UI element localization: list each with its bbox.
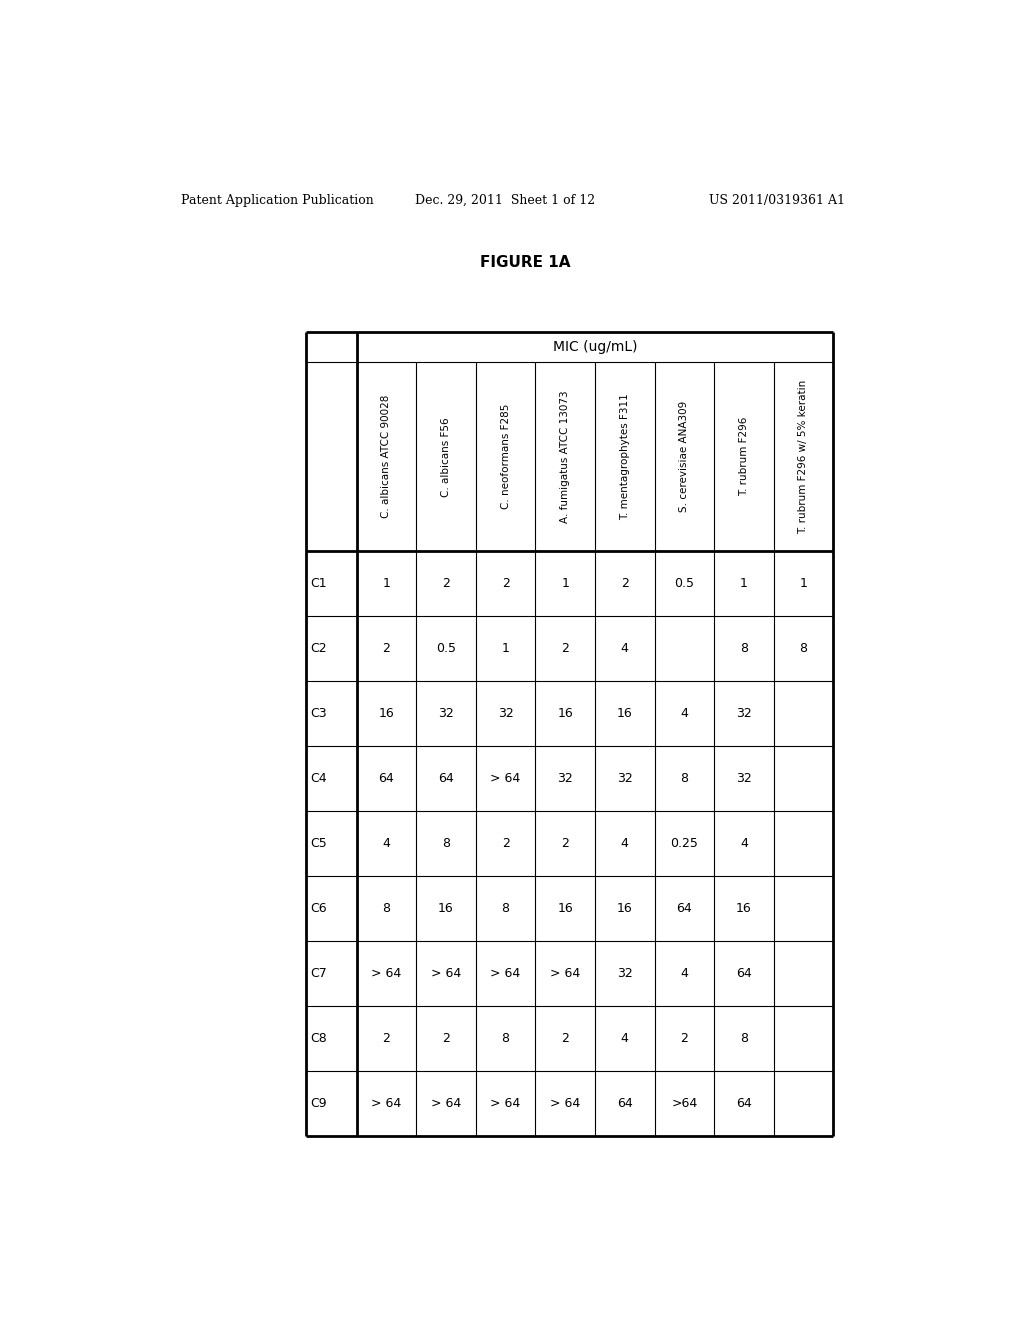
Text: Dec. 29, 2011  Sheet 1 of 12: Dec. 29, 2011 Sheet 1 of 12 xyxy=(415,194,595,207)
Text: 4: 4 xyxy=(680,968,688,981)
Text: 2: 2 xyxy=(680,1032,688,1045)
Text: 16: 16 xyxy=(438,903,454,915)
Text: > 64: > 64 xyxy=(372,968,401,981)
Text: 0.5: 0.5 xyxy=(675,577,694,590)
Text: 1: 1 xyxy=(561,577,569,590)
Text: > 64: > 64 xyxy=(550,1097,581,1110)
Text: 32: 32 xyxy=(616,772,633,785)
Text: > 64: > 64 xyxy=(431,1097,461,1110)
Text: 8: 8 xyxy=(800,642,808,655)
Text: FIGURE 1A: FIGURE 1A xyxy=(479,255,570,269)
Text: C4: C4 xyxy=(310,772,327,785)
Text: C3: C3 xyxy=(310,708,327,721)
Text: C2: C2 xyxy=(310,642,327,655)
Text: 8: 8 xyxy=(502,903,510,915)
Text: 4: 4 xyxy=(621,837,629,850)
Text: 8: 8 xyxy=(502,1032,510,1045)
Text: 16: 16 xyxy=(736,903,752,915)
Text: 64: 64 xyxy=(736,968,752,981)
Text: 1: 1 xyxy=(800,577,807,590)
Text: T. rubrum F296 w/ 5% keratin: T. rubrum F296 w/ 5% keratin xyxy=(799,380,809,533)
Text: 8: 8 xyxy=(680,772,688,785)
Text: 1: 1 xyxy=(502,642,510,655)
Text: 16: 16 xyxy=(557,903,573,915)
Text: C1: C1 xyxy=(310,577,327,590)
Text: 4: 4 xyxy=(740,837,748,850)
Text: 4: 4 xyxy=(621,1032,629,1045)
Text: 0.25: 0.25 xyxy=(671,837,698,850)
Text: 32: 32 xyxy=(557,772,573,785)
Text: C7: C7 xyxy=(310,968,327,981)
Text: 4: 4 xyxy=(383,837,390,850)
Text: C9: C9 xyxy=(310,1097,327,1110)
Text: 64: 64 xyxy=(616,1097,633,1110)
Text: 2: 2 xyxy=(383,1032,390,1045)
Text: 2: 2 xyxy=(621,577,629,590)
Text: A. fumigatus ATCC 13073: A. fumigatus ATCC 13073 xyxy=(560,391,570,523)
Text: C6: C6 xyxy=(310,903,327,915)
Text: US 2011/0319361 A1: US 2011/0319361 A1 xyxy=(710,194,845,207)
Text: C. neoformans F285: C. neoformans F285 xyxy=(501,404,511,510)
Text: 2: 2 xyxy=(442,1032,450,1045)
Text: > 64: > 64 xyxy=(550,968,581,981)
Text: 0.5: 0.5 xyxy=(436,642,456,655)
Text: 32: 32 xyxy=(736,708,752,721)
Text: 32: 32 xyxy=(438,708,454,721)
Text: 2: 2 xyxy=(502,577,510,590)
Text: 8: 8 xyxy=(382,903,390,915)
Text: 64: 64 xyxy=(677,903,692,915)
Text: 8: 8 xyxy=(442,837,450,850)
Text: 64: 64 xyxy=(438,772,454,785)
Text: 64: 64 xyxy=(736,1097,752,1110)
Text: C5: C5 xyxy=(310,837,327,850)
Text: 2: 2 xyxy=(561,1032,569,1045)
Text: > 64: > 64 xyxy=(490,772,520,785)
Text: Patent Application Publication: Patent Application Publication xyxy=(180,194,374,207)
Text: C. albicans F56: C. albicans F56 xyxy=(441,417,451,496)
Text: > 64: > 64 xyxy=(372,1097,401,1110)
Text: MIC (ug/mL): MIC (ug/mL) xyxy=(553,341,637,354)
Text: > 64: > 64 xyxy=(490,1097,520,1110)
Text: S. cerevisiae ANA309: S. cerevisiae ANA309 xyxy=(679,401,689,512)
Text: 2: 2 xyxy=(561,837,569,850)
Text: 16: 16 xyxy=(616,903,633,915)
Text: 2: 2 xyxy=(442,577,450,590)
Text: > 64: > 64 xyxy=(490,968,520,981)
Text: T. rubrum F296: T. rubrum F296 xyxy=(739,417,749,496)
Text: C. albicans ATCC 90028: C. albicans ATCC 90028 xyxy=(381,395,391,519)
Text: 2: 2 xyxy=(383,642,390,655)
Text: 1: 1 xyxy=(383,577,390,590)
Text: 8: 8 xyxy=(740,642,748,655)
Text: 64: 64 xyxy=(379,772,394,785)
Text: 4: 4 xyxy=(621,642,629,655)
Text: 16: 16 xyxy=(379,708,394,721)
Text: 4: 4 xyxy=(680,708,688,721)
Text: T. mentagrophytes F311: T. mentagrophytes F311 xyxy=(620,393,630,520)
Text: C8: C8 xyxy=(310,1032,327,1045)
Text: 2: 2 xyxy=(561,642,569,655)
Text: 2: 2 xyxy=(502,837,510,850)
Text: 16: 16 xyxy=(616,708,633,721)
Text: 32: 32 xyxy=(498,708,513,721)
Text: > 64: > 64 xyxy=(431,968,461,981)
Text: 16: 16 xyxy=(557,708,573,721)
Text: 32: 32 xyxy=(736,772,752,785)
Text: >64: >64 xyxy=(671,1097,697,1110)
Text: 8: 8 xyxy=(740,1032,748,1045)
Text: 32: 32 xyxy=(616,968,633,981)
Text: 1: 1 xyxy=(740,577,748,590)
